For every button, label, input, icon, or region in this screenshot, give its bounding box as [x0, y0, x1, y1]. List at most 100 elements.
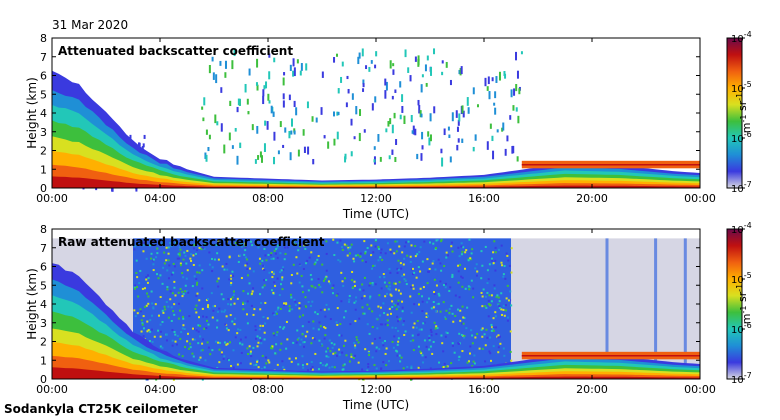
- noise-speck: [341, 246, 344, 249]
- noise-speck: [336, 293, 339, 296]
- signal-speck: [204, 152, 207, 159]
- noise-speck: [498, 305, 501, 308]
- signal-speck: [409, 75, 412, 82]
- noise-speck: [193, 243, 196, 246]
- signal-speck: [307, 146, 310, 155]
- noise-speck: [218, 361, 221, 364]
- noise-speck: [510, 247, 513, 250]
- noise-speck: [348, 294, 351, 297]
- colorbar-tick-label: 10-4: [731, 30, 752, 45]
- noise-speck: [247, 274, 250, 277]
- noise-speck: [244, 244, 247, 247]
- noise-speck: [238, 342, 241, 345]
- noise-speck: [178, 353, 181, 356]
- noise-speck: [283, 258, 286, 261]
- noise-speck: [442, 284, 445, 287]
- noise-speck: [151, 340, 154, 343]
- noise-speck: [256, 345, 259, 348]
- noise-speck: [290, 296, 293, 299]
- noise-speck: [289, 293, 292, 296]
- noise-speck: [341, 351, 344, 354]
- noise-speck: [298, 302, 301, 305]
- noise-speck: [406, 365, 409, 368]
- noise-speck: [173, 286, 176, 289]
- signal-speck: [295, 107, 298, 116]
- noise-speck: [417, 266, 420, 269]
- signal-speck: [263, 85, 266, 90]
- noise-speck: [159, 345, 162, 348]
- noise-speck: [253, 308, 256, 311]
- noise-speck: [171, 292, 174, 295]
- noise-speck: [355, 296, 358, 299]
- noise-speck: [192, 263, 195, 266]
- noise-speck: [332, 238, 335, 241]
- noise-speck: [173, 303, 176, 306]
- noise-speck: [284, 252, 287, 255]
- signal-speck: [407, 67, 410, 73]
- noise-speck: [305, 262, 308, 265]
- noise-speck: [270, 252, 273, 255]
- noise-speck: [324, 364, 327, 367]
- noise-speck: [271, 271, 274, 274]
- noise-speck: [326, 347, 329, 350]
- noise-speck: [167, 252, 170, 255]
- signal-speck: [216, 121, 219, 126]
- noise-speck: [192, 327, 195, 330]
- noise-speck: [242, 301, 245, 304]
- noise-speck: [384, 295, 387, 298]
- noise-speck: [432, 242, 435, 245]
- noise-speck: [471, 334, 474, 337]
- noise-speck: [388, 288, 391, 291]
- noise-speck: [232, 293, 235, 296]
- noise-speck: [381, 258, 384, 261]
- signal-speck: [495, 76, 498, 83]
- signal-speck: [135, 187, 138, 192]
- signal-speck: [515, 51, 518, 61]
- noise-speck: [319, 285, 322, 288]
- noise-speck: [440, 334, 443, 337]
- noise-speck: [174, 294, 177, 297]
- noise-speck: [247, 353, 250, 356]
- noise-speck: [468, 238, 471, 241]
- noise-speck: [134, 315, 137, 318]
- signal-speck: [208, 134, 211, 140]
- noise-speck: [141, 322, 144, 325]
- noise-speck: [368, 351, 371, 354]
- noise-speck: [501, 264, 504, 267]
- signal-speck: [456, 126, 459, 132]
- noise-speck: [296, 329, 299, 332]
- noise-speck: [184, 243, 187, 246]
- noise-speck: [394, 282, 397, 285]
- noise-speck: [481, 264, 484, 267]
- noise-speck: [299, 245, 302, 248]
- noise-speck: [473, 354, 476, 357]
- signal-speck: [441, 71, 444, 76]
- noise-speck: [445, 251, 448, 254]
- noise-speck: [505, 297, 508, 300]
- noise-speck: [384, 323, 387, 326]
- noise-speck: [233, 302, 236, 305]
- noise-speck: [202, 315, 205, 318]
- signal-speck: [248, 68, 251, 76]
- noise-speck: [225, 262, 228, 265]
- signal-speck: [440, 148, 443, 154]
- noise-speck: [195, 311, 198, 314]
- noise-speck: [230, 364, 233, 367]
- noise-speck: [464, 287, 467, 290]
- signal-speck: [207, 146, 210, 152]
- noise-speck: [272, 291, 275, 294]
- noise-speck: [139, 308, 142, 311]
- noise-speck: [444, 286, 447, 289]
- noise-speck: [487, 315, 490, 318]
- noise-speck: [380, 287, 383, 290]
- noise-speck: [475, 263, 478, 266]
- noise-speck: [410, 365, 413, 368]
- signal-speck: [506, 135, 509, 142]
- noise-speck: [349, 246, 352, 249]
- noise-speck: [382, 361, 385, 364]
- noise-speck: [338, 353, 341, 356]
- noise-speck: [500, 261, 503, 264]
- noise-speck: [147, 302, 150, 305]
- noise-speck: [363, 295, 366, 298]
- x-tick-label: 20:00: [576, 383, 608, 396]
